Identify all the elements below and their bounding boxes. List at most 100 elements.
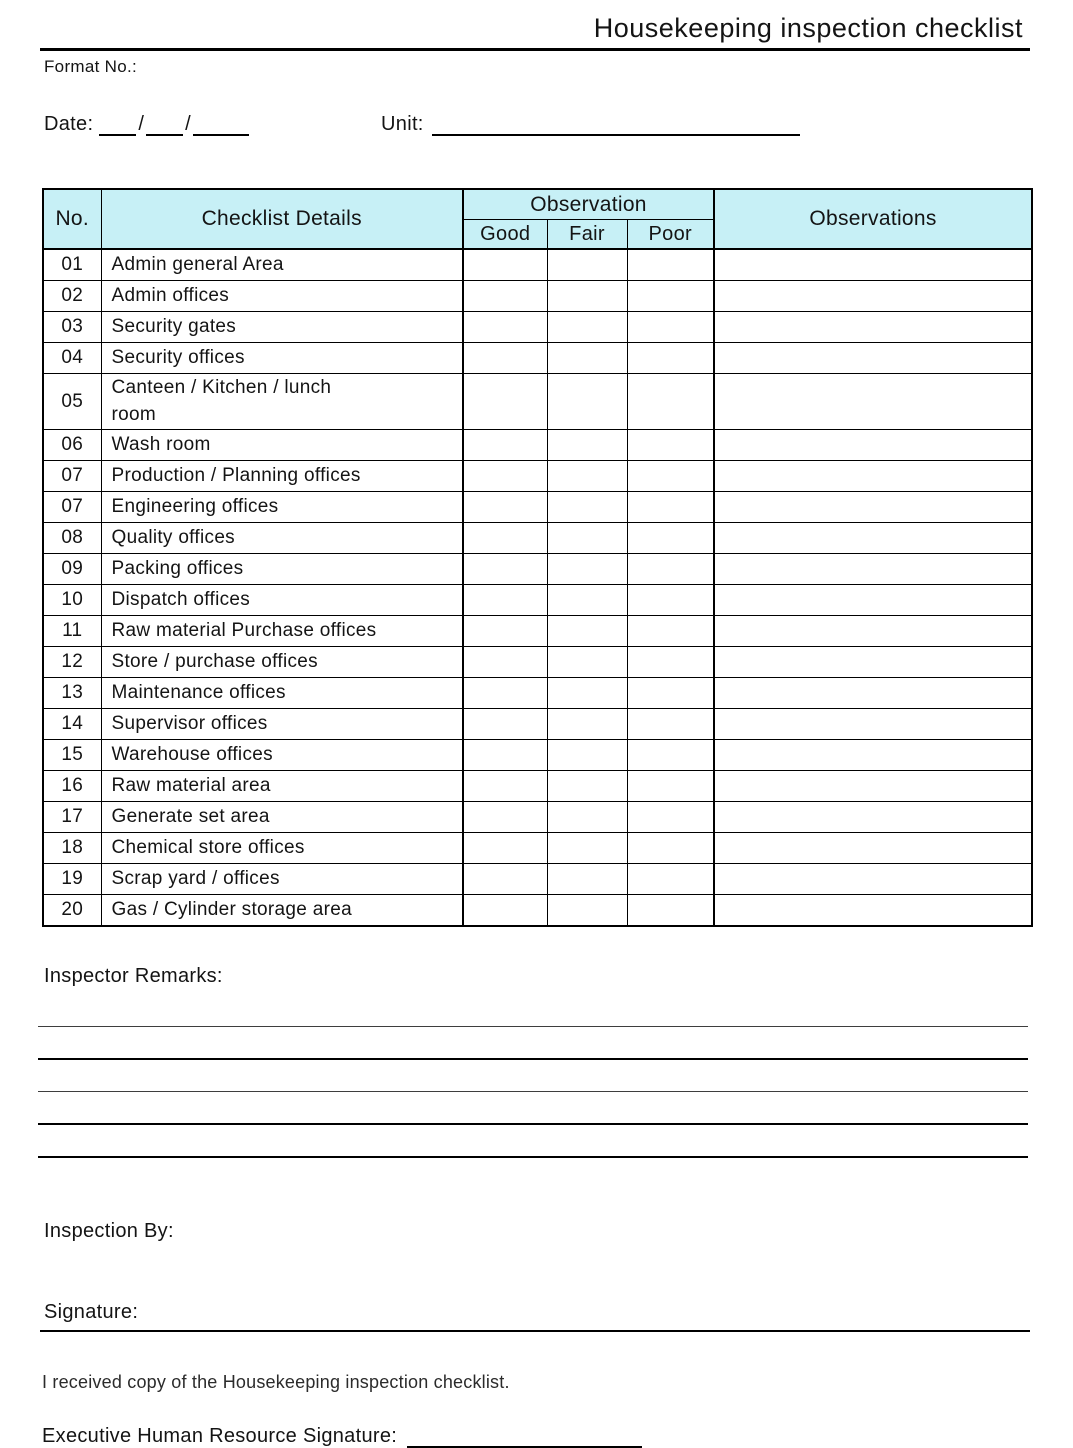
poor-cell[interactable]: [626, 522, 716, 555]
observations-cell[interactable]: [713, 372, 1033, 431]
good-cell[interactable]: [462, 677, 548, 710]
date-year-blank[interactable]: [193, 114, 250, 136]
fair-cell[interactable]: [546, 311, 628, 343]
observations-cell[interactable]: [713, 584, 1033, 617]
poor-cell[interactable]: [626, 615, 716, 648]
good-cell[interactable]: [462, 801, 548, 834]
date-day-blank[interactable]: [99, 114, 137, 136]
observations-cell[interactable]: [713, 248, 1033, 281]
poor-cell[interactable]: [626, 429, 716, 462]
good-cell[interactable]: [462, 372, 548, 431]
fair-cell[interactable]: [546, 248, 628, 281]
good-cell[interactable]: [462, 708, 548, 741]
row-details: Raw material Purchase offices: [100, 615, 464, 648]
poor-cell[interactable]: [626, 248, 716, 281]
poor-cell[interactable]: [626, 739, 716, 772]
signature-line[interactable]: Signature:: [40, 1301, 1030, 1333]
observations-cell[interactable]: [713, 522, 1033, 555]
fair-cell[interactable]: [546, 553, 628, 586]
fair-cell[interactable]: [546, 863, 628, 896]
good-cell[interactable]: [462, 429, 548, 462]
fair-cell[interactable]: [546, 708, 628, 741]
good-cell[interactable]: [462, 553, 548, 586]
good-cell[interactable]: [462, 863, 548, 896]
fair-cell[interactable]: [546, 894, 628, 927]
good-cell[interactable]: [462, 646, 548, 679]
good-cell[interactable]: [462, 584, 548, 617]
poor-cell[interactable]: [626, 280, 716, 312]
fair-cell[interactable]: [546, 429, 628, 462]
observations-cell[interactable]: [713, 739, 1033, 772]
fair-cell[interactable]: [546, 770, 628, 803]
unit-blank[interactable]: [431, 114, 800, 136]
good-cell[interactable]: [462, 770, 548, 803]
good-cell[interactable]: [462, 342, 548, 374]
poor-cell[interactable]: [626, 342, 716, 374]
poor-cell[interactable]: [626, 460, 716, 493]
fair-cell[interactable]: [546, 280, 628, 312]
remarks-line[interactable]: [38, 1026, 1028, 1028]
observations-cell[interactable]: [713, 677, 1033, 710]
fair-cell[interactable]: [546, 584, 628, 617]
poor-cell[interactable]: [626, 491, 716, 524]
observations-cell[interactable]: [713, 646, 1033, 679]
poor-cell[interactable]: [626, 770, 716, 803]
poor-cell[interactable]: [626, 553, 716, 586]
good-cell[interactable]: [462, 280, 548, 312]
poor-cell[interactable]: [626, 801, 716, 834]
row-number: 16: [42, 770, 102, 803]
executive-signature-blank[interactable]: [407, 1426, 643, 1448]
fair-cell[interactable]: [546, 460, 628, 493]
row-details: Security offices: [100, 342, 464, 374]
good-cell[interactable]: [462, 522, 548, 555]
good-cell[interactable]: [462, 832, 548, 865]
fair-cell[interactable]: [546, 491, 628, 524]
remarks-line[interactable]: [38, 1058, 1028, 1061]
poor-cell[interactable]: [626, 646, 716, 679]
good-cell[interactable]: [462, 248, 548, 281]
fair-cell[interactable]: [546, 677, 628, 710]
remarks-line[interactable]: [38, 1123, 1028, 1126]
good-cell[interactable]: [462, 739, 548, 772]
date-month-blank[interactable]: [146, 114, 184, 136]
good-cell[interactable]: [462, 615, 548, 648]
observations-cell[interactable]: [713, 708, 1033, 741]
observations-cell[interactable]: [713, 832, 1033, 865]
fair-cell[interactable]: [546, 615, 628, 648]
row-number: 17: [42, 801, 102, 834]
poor-cell[interactable]: [626, 894, 716, 927]
fair-cell[interactable]: [546, 372, 628, 431]
observations-cell[interactable]: [713, 770, 1033, 803]
poor-cell[interactable]: [626, 372, 716, 431]
table-row: 05 Canteen / Kitchen / lunch room: [42, 372, 1033, 431]
poor-cell[interactable]: [626, 863, 716, 896]
observations-cell[interactable]: [713, 342, 1033, 374]
fair-cell[interactable]: [546, 522, 628, 555]
fair-cell[interactable]: [546, 801, 628, 834]
remarks-line[interactable]: [38, 1091, 1028, 1093]
observations-cell[interactable]: [713, 491, 1033, 524]
poor-cell[interactable]: [626, 708, 716, 741]
fair-cell[interactable]: [546, 342, 628, 374]
poor-cell[interactable]: [626, 584, 716, 617]
poor-cell[interactable]: [626, 311, 716, 343]
remarks-line[interactable]: [38, 1156, 1028, 1159]
observations-cell[interactable]: [713, 280, 1033, 312]
observations-cell[interactable]: [713, 311, 1033, 343]
observations-cell[interactable]: [713, 894, 1033, 927]
fair-cell[interactable]: [546, 739, 628, 772]
observations-cell[interactable]: [713, 429, 1033, 462]
observations-cell[interactable]: [713, 801, 1033, 834]
poor-cell[interactable]: [626, 832, 716, 865]
good-cell[interactable]: [462, 311, 548, 343]
fair-cell[interactable]: [546, 832, 628, 865]
observations-cell[interactable]: [713, 615, 1033, 648]
good-cell[interactable]: [462, 491, 548, 524]
observations-cell[interactable]: [713, 553, 1033, 586]
observations-cell[interactable]: [713, 460, 1033, 493]
good-cell[interactable]: [462, 894, 548, 927]
observations-cell[interactable]: [713, 863, 1033, 896]
fair-cell[interactable]: [546, 646, 628, 679]
poor-cell[interactable]: [626, 677, 716, 710]
good-cell[interactable]: [462, 460, 548, 493]
